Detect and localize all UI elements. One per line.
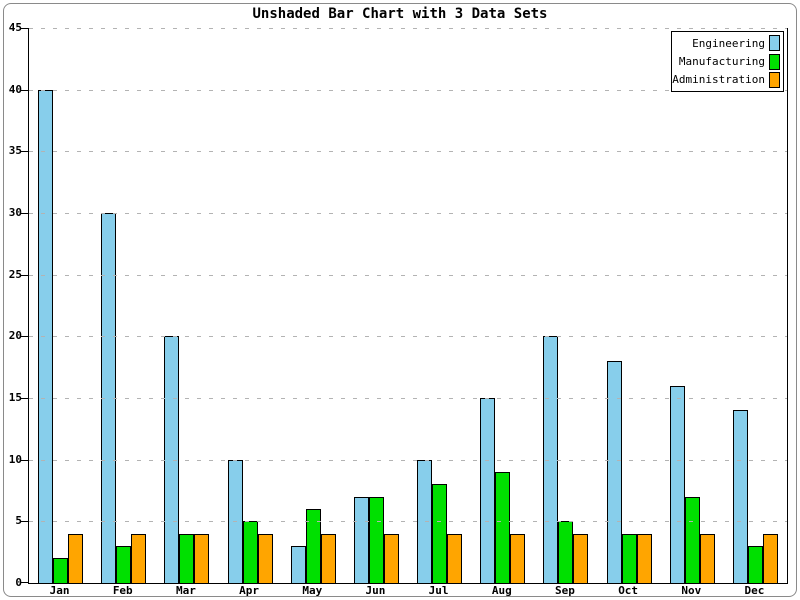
y-gridline-35 bbox=[29, 151, 787, 153]
legend-row-engineering: Engineering bbox=[675, 35, 780, 52]
y-gridline-20 bbox=[29, 336, 787, 338]
bar-engineering-dec bbox=[732, 410, 748, 583]
y-gridline-10 bbox=[29, 459, 787, 461]
bar-manufacturing-may bbox=[305, 509, 321, 583]
bar-group-jan bbox=[29, 28, 92, 583]
y-gridline-5 bbox=[29, 521, 787, 523]
bar-group-aug bbox=[471, 28, 534, 583]
y-axis-labels: 0 5 10 15 20 25 30 35 40 45 bbox=[0, 22, 24, 589]
legend-label: Administration bbox=[672, 73, 765, 87]
legend-label: Engineering bbox=[692, 36, 765, 50]
bar-group-nov bbox=[661, 28, 724, 583]
y-gridline-30 bbox=[29, 213, 787, 214]
bar-group-mar bbox=[155, 28, 218, 583]
x-tick-label-jul: Jul bbox=[428, 584, 449, 597]
x-axis-labels: Jan Feb Mar Apr May Jun Jul Aug Sep Oct Nov Dec bbox=[28, 585, 786, 597]
legend-swatch-manufacturing bbox=[769, 53, 780, 70]
legend-label: Manufacturing bbox=[678, 55, 765, 68]
chart-frame bbox=[3, 3, 797, 597]
y-gridline-15 bbox=[29, 398, 787, 399]
y-tick-20 bbox=[21, 336, 28, 338]
y-tick-label-35: 35 bbox=[8, 144, 22, 158]
x-tick-label-jun: Jun bbox=[365, 584, 386, 597]
bar-manufacturing-dec bbox=[747, 546, 763, 583]
legend-swatch-engineering bbox=[769, 35, 780, 52]
bar-administration-jan bbox=[68, 533, 84, 583]
bar-group-sep bbox=[534, 28, 597, 583]
x-tick-label-dec: Dec bbox=[744, 584, 765, 597]
bar-group-jul bbox=[408, 28, 471, 583]
y-tick-30 bbox=[21, 213, 28, 214]
plot-area bbox=[21, 28, 788, 584]
x-tick-label-aug: Aug bbox=[491, 584, 512, 597]
y-tick-35 bbox=[21, 151, 28, 153]
bar-manufacturing-nov bbox=[684, 496, 700, 583]
x-tick-label-jan: Jan bbox=[49, 584, 70, 597]
y-tick-45 bbox=[21, 28, 28, 29]
bar-group-oct bbox=[598, 28, 661, 583]
bar-administration-may bbox=[320, 533, 336, 583]
y-gridline-40 bbox=[29, 89, 787, 91]
x-tick-label-oct: Oct bbox=[618, 584, 639, 597]
y-tick-25 bbox=[21, 274, 28, 276]
bar-manufacturing-feb bbox=[116, 546, 132, 583]
bar-administration-aug bbox=[510, 533, 526, 583]
x-tick-label-may: May bbox=[302, 584, 323, 597]
bar-manufacturing-jun bbox=[368, 496, 384, 583]
y-tick-label-45: 45 bbox=[8, 21, 22, 34]
bar-engineering-aug bbox=[480, 398, 496, 583]
x-tick-label-mar: Mar bbox=[175, 584, 196, 597]
legend-row-administration: Administration bbox=[672, 71, 780, 88]
bar-engineering-nov bbox=[669, 385, 685, 583]
y-gridline-25 bbox=[29, 274, 787, 276]
bar-manufacturing-jul bbox=[432, 484, 448, 583]
x-tick-label-feb: Feb bbox=[112, 584, 133, 597]
bar-administration-oct bbox=[636, 533, 652, 583]
x-tick-label-nov: Nov bbox=[681, 584, 702, 597]
bar-administration-jul bbox=[447, 533, 463, 583]
bar-group-jun bbox=[345, 28, 408, 583]
bar-administration-jun bbox=[383, 533, 399, 583]
y-tick-label-0: 0 bbox=[15, 576, 22, 589]
legend-row-manufacturing: Manufacturing bbox=[675, 53, 780, 70]
y-tick-10 bbox=[21, 459, 28, 461]
y-tick-label-40: 40 bbox=[8, 82, 22, 96]
chart-title: Unshaded Bar Chart with 3 Data Sets bbox=[252, 6, 548, 22]
bar-administration-feb bbox=[131, 533, 147, 583]
bar-group-apr bbox=[219, 28, 282, 583]
y-tick-label-25: 25 bbox=[8, 267, 22, 281]
bar-manufacturing-jan bbox=[53, 558, 69, 583]
bar-administration-apr bbox=[257, 533, 273, 583]
bar-administration-sep bbox=[573, 533, 589, 583]
y-tick-label-15: 15 bbox=[8, 391, 22, 404]
y-gridline-45 bbox=[29, 28, 787, 29]
y-tick-5 bbox=[21, 521, 28, 523]
legend: Engineering Manufacturing Administration bbox=[671, 31, 784, 92]
y-tick-label-10: 10 bbox=[8, 452, 22, 466]
bar-manufacturing-oct bbox=[621, 533, 637, 583]
y-tick-label-20: 20 bbox=[8, 329, 22, 343]
bar-engineering-jun bbox=[353, 496, 369, 583]
bar-engineering-oct bbox=[606, 361, 622, 583]
bar-manufacturing-aug bbox=[495, 472, 511, 583]
legend-swatch-administration bbox=[769, 71, 780, 88]
y-tick-40 bbox=[21, 89, 28, 91]
bar-engineering-may bbox=[290, 546, 306, 583]
bar-group-dec bbox=[724, 28, 787, 583]
y-tick-0 bbox=[21, 582, 28, 583]
bar-administration-mar bbox=[194, 533, 210, 583]
y-tick-label-30: 30 bbox=[8, 206, 22, 219]
bar-groups bbox=[29, 28, 787, 583]
y-tick-15 bbox=[21, 398, 28, 399]
bar-administration-dec bbox=[762, 533, 778, 583]
bar-group-feb bbox=[92, 28, 155, 583]
x-tick-label-sep: Sep bbox=[555, 584, 575, 597]
bar-group-may bbox=[282, 28, 345, 583]
bar-manufacturing-mar bbox=[179, 533, 195, 583]
x-tick-label-apr: Apr bbox=[239, 584, 260, 597]
y-tick-label-5: 5 bbox=[15, 514, 22, 528]
bar-manufacturing-apr bbox=[242, 521, 258, 583]
bar-manufacturing-sep bbox=[558, 521, 574, 583]
bar-administration-nov bbox=[699, 533, 715, 583]
